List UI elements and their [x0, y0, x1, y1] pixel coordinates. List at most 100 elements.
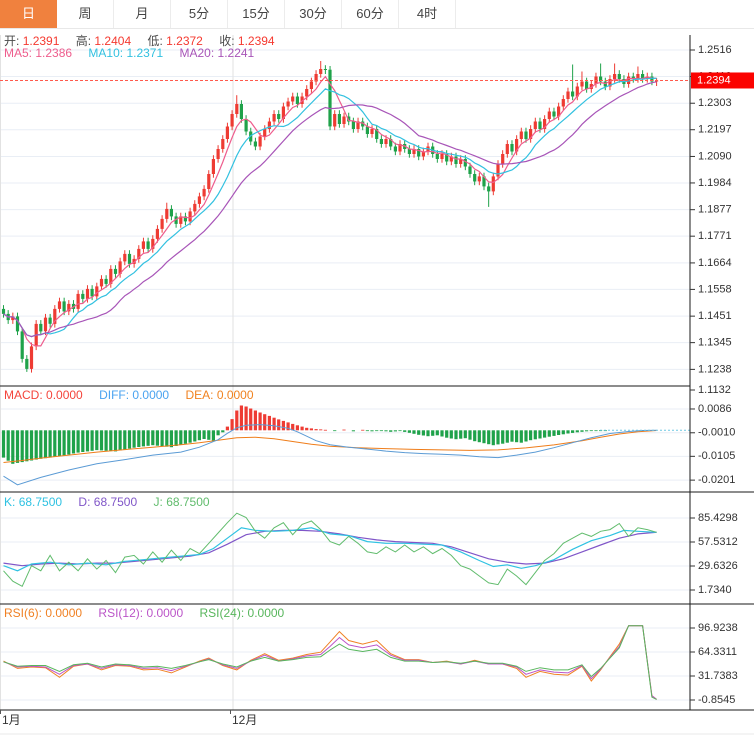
- candle: [524, 131, 528, 139]
- axis-label: 1.1451: [698, 310, 732, 322]
- rsi24-line: [3, 625, 657, 700]
- candle: [85, 288, 90, 299]
- candle: [529, 129, 533, 139]
- candle: [137, 248, 141, 259]
- tab-month[interactable]: 月: [114, 0, 171, 28]
- axis-label: 31.7383: [698, 670, 738, 682]
- axis-label: 1.1238: [698, 363, 732, 375]
- candle: [445, 154, 449, 162]
- candle: [347, 116, 351, 122]
- candle: [146, 241, 150, 249]
- candle: [580, 81, 584, 87]
- candle: [398, 144, 402, 152]
- price-axis: 1.25161.24101.23031.21971.20901.19841.18…: [690, 44, 738, 706]
- tab-60min[interactable]: 60分: [342, 0, 399, 28]
- candle: [258, 136, 262, 147]
- gridlines: [0, 35, 690, 710]
- candle: [281, 106, 285, 119]
- candle: [29, 346, 34, 369]
- candle: [141, 241, 145, 249]
- candle: [617, 74, 621, 79]
- candle: [351, 121, 355, 129]
- candle: [90, 288, 94, 297]
- candle: [39, 323, 43, 332]
- rsi12-line: [3, 625, 657, 700]
- candle: [286, 101, 290, 107]
- axis-label: 57.5312: [698, 536, 738, 548]
- axis-label: 1.1664: [698, 257, 732, 269]
- candle: [379, 139, 383, 144]
- tab-30min[interactable]: 30分: [285, 0, 342, 28]
- candle: [505, 144, 509, 154]
- candle: [57, 301, 62, 309]
- axis-label: -0.0201: [698, 474, 735, 486]
- candle: [613, 74, 617, 79]
- candle: [421, 151, 425, 157]
- candle: [263, 129, 267, 137]
- axis-label: 1.1877: [698, 204, 732, 216]
- axis-label: 1.2516: [698, 44, 732, 56]
- candle: [384, 139, 388, 144]
- tab-week[interactable]: 周: [57, 0, 114, 28]
- candle: [557, 106, 561, 117]
- candle: [342, 116, 346, 124]
- axis-label: -0.8545: [698, 694, 735, 706]
- candle: [151, 238, 155, 249]
- axis-label: 64.3311: [698, 646, 737, 658]
- axis-label: 1.2303: [698, 97, 732, 109]
- candle: [552, 111, 556, 117]
- candle: [267, 121, 271, 129]
- candle: [221, 139, 225, 149]
- candle: [99, 278, 104, 287]
- candle: [174, 216, 178, 224]
- candle: [67, 303, 71, 312]
- candle: [53, 308, 57, 324]
- candle: [169, 208, 173, 217]
- candle: [244, 119, 248, 132]
- candle: [43, 317, 48, 332]
- candle: [309, 81, 313, 89]
- candle: [155, 228, 159, 239]
- candle: [337, 114, 341, 124]
- candle: [515, 139, 519, 152]
- candle: [561, 99, 565, 107]
- candle: [463, 159, 467, 167]
- candle: [188, 211, 192, 222]
- macd-panel: [1, 405, 607, 464]
- candle: [547, 111, 551, 119]
- tab-4hour[interactable]: 4时: [399, 0, 456, 28]
- tab-5min[interactable]: 5分: [171, 0, 228, 28]
- candle: [482, 176, 486, 187]
- candle: [627, 76, 631, 84]
- candle: [440, 154, 444, 159]
- candle: [277, 114, 281, 119]
- candle: [123, 253, 127, 262]
- panel-borders: [0, 35, 754, 735]
- axis-label: 1.2090: [698, 150, 732, 162]
- tab-day[interactable]: 日: [0, 0, 57, 28]
- candle: [510, 144, 514, 152]
- candle: [449, 156, 453, 162]
- candle: [314, 74, 318, 82]
- timeframe-tabs: 日周月 5分 15分 30分 60分 4时: [0, 0, 754, 29]
- candle: [655, 80, 659, 82]
- k-line: [3, 527, 657, 572]
- candles-layer: [1, 61, 659, 373]
- candle: [543, 119, 547, 129]
- candle: [11, 316, 15, 321]
- dea-line: [3, 430, 657, 463]
- candle: [356, 121, 360, 129]
- candle: [127, 253, 132, 264]
- candle: [20, 331, 24, 359]
- candle: [295, 96, 299, 104]
- candle: [291, 96, 295, 102]
- axis-label: 1.1132: [698, 384, 731, 396]
- candle: [631, 76, 635, 79]
- tab-15min[interactable]: 15分: [228, 0, 285, 28]
- axis-label: 1.2197: [698, 124, 732, 136]
- axis-label: 29.6326: [698, 560, 738, 572]
- x-axis: 1月 12月: [0, 710, 257, 727]
- candle: [361, 121, 365, 127]
- candle: [459, 159, 463, 164]
